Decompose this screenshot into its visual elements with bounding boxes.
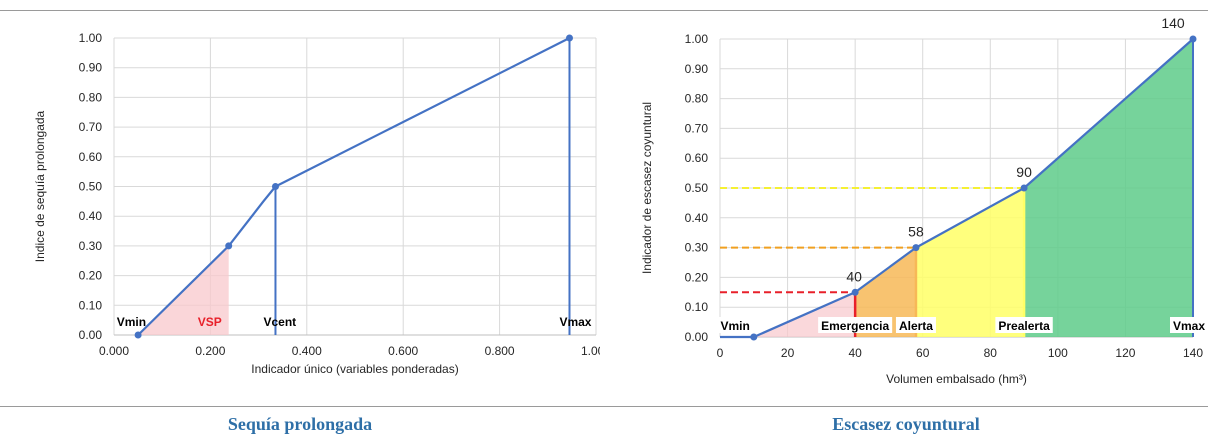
y-tick-label: 0.10 (79, 298, 103, 312)
zone-label-background (895, 317, 936, 333)
y-tick-label: 0.70 (685, 121, 709, 135)
chart-escasez-coyuntural: 0.00 0.10 0.20 0.30 0.40 0.50 0.60 0.70 0.80 0.90… (640, 15, 1208, 386)
zone-label-vmax: Vmax (1170, 317, 1208, 333)
zone-label-text: Prealerta (998, 319, 1050, 333)
y-tick-label: 0.70 (79, 120, 103, 134)
y-axis-label: Indicador de escasez coyuntural (640, 102, 654, 274)
point-value-label: 90 (1016, 164, 1032, 180)
caption-right: Escasez coyuntural (832, 414, 980, 434)
x-tick-label: 0.200 (195, 344, 225, 358)
x-axis-label: Indicador único (variables ponderadas) (251, 362, 458, 376)
y-tick-label: 0.30 (79, 239, 103, 253)
x-tick-label: 40 (848, 346, 862, 360)
zone-label-vmin: Vmin (717, 317, 753, 333)
x-tick-label: 140 (1183, 346, 1203, 360)
series-point (851, 288, 859, 296)
series-line (137, 37, 570, 336)
series-point (225, 242, 233, 250)
series-point (750, 333, 758, 341)
y-tick-label: 0.00 (685, 330, 709, 344)
series-point (912, 244, 920, 252)
bottom-rule (0, 406, 1208, 407)
y-tick-label: 0.20 (685, 270, 709, 284)
zone-label-background (1170, 317, 1208, 333)
y-tick-label: 0.50 (79, 180, 103, 194)
series-point (271, 183, 279, 190)
chart-sequia-prolongada: 0.00 0.10 0.20 0.30 0.40 0.50 0.60 0.70 0.80 0.90… (33, 31, 600, 376)
point-value-label: 140 (1161, 15, 1185, 31)
y-tick-label: 0.20 (79, 269, 103, 283)
zone-area-green (1024, 39, 1193, 337)
x-tick-label: 20 (781, 346, 795, 360)
point-value-label: 58 (908, 224, 924, 240)
x-tick-label: 1.000 (581, 344, 600, 358)
zone-label-background (717, 317, 753, 333)
y-tick-label: 0.00 (79, 328, 103, 342)
y-tick-label: 0.10 (685, 300, 709, 314)
zone-label-text: Alerta (899, 319, 933, 333)
y-tick-label: 1.00 (685, 32, 709, 46)
series-point (1020, 184, 1028, 192)
y-tick-label: 0.60 (685, 151, 709, 165)
zone-label-background (995, 317, 1053, 333)
x-tick-label: 60 (916, 346, 930, 360)
zone-label-emergencia: Emergencia (818, 317, 893, 333)
point-label-vmin: Vmin (117, 315, 146, 329)
zone-label-prealerta: Prealerta (995, 317, 1053, 333)
zone-label-text: Vmin (720, 319, 749, 333)
zone-label-background (818, 317, 893, 333)
series-point (134, 331, 142, 339)
point-label-vcent: Vcent (263, 315, 296, 329)
x-tick-label: 0.400 (292, 344, 322, 358)
y-tick-label: 0.80 (685, 92, 709, 106)
x-tick-label: 120 (1115, 346, 1135, 360)
top-rule (0, 10, 1208, 11)
y-tick-label: 0.90 (79, 61, 103, 75)
zone-label-alerta: Alerta (895, 317, 936, 333)
x-tick-label: 0.600 (388, 344, 418, 358)
x-tick-label: 100 (1048, 346, 1068, 360)
x-tick-label: 0.000 (99, 344, 129, 358)
y-tick-label: 0.40 (79, 209, 103, 223)
caption-left: Sequía prolongada (227, 414, 373, 434)
x-tick-label: 80 (984, 346, 998, 360)
y-axis-label: Indice de sequía prolongada (33, 110, 47, 262)
y-tick-label: 0.40 (685, 211, 709, 225)
y-tick-label: 0.90 (685, 62, 709, 76)
series-point (565, 34, 573, 42)
zone-area-yellow (915, 188, 1025, 337)
point-label-vmax: Vmax (559, 315, 591, 329)
point-label-vsp: VSP (198, 315, 222, 329)
zone-area-orange (855, 247, 916, 337)
zone-label-text: Vmax (1173, 319, 1205, 333)
x-tick-label: 0 (717, 346, 724, 360)
point-value-label: 40 (846, 268, 862, 284)
y-tick-label: 0.30 (685, 241, 709, 255)
y-tick-label: 1.00 (79, 31, 103, 45)
series-point (1189, 35, 1197, 43)
series-line (720, 38, 1194, 339)
y-tick-label: 0.50 (685, 181, 709, 195)
x-axis-label: Volumen embalsado (hm³) (886, 372, 1027, 386)
y-tick-label: 0.60 (79, 150, 103, 164)
y-tick-label: 0.80 (79, 90, 103, 104)
x-tick-label: 0.800 (485, 344, 515, 358)
zone-label-text: Emergencia (821, 319, 889, 333)
